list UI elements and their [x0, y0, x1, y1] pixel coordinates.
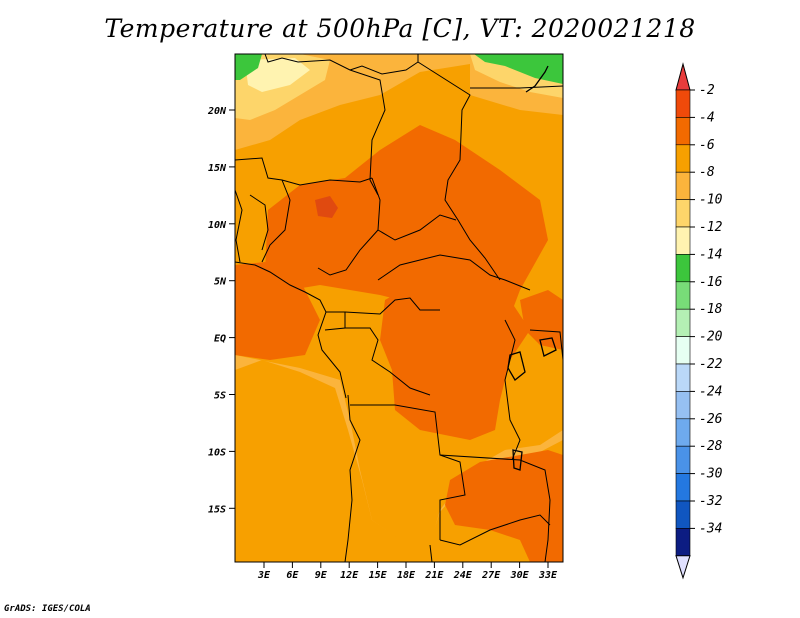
colorbar-label: -10	[699, 193, 723, 208]
lat-tick-label: EQ	[214, 334, 226, 345]
colorbar-label: -30	[699, 467, 723, 482]
lon-tick-label: 15E	[369, 570, 388, 581]
colorbar-label: -6	[699, 138, 715, 153]
field-band-minus2-lake	[520, 290, 563, 350]
lon-tick-label: 12E	[340, 570, 359, 581]
colorbar-top-arrow	[675, 62, 691, 91]
colorbar-swatch	[675, 500, 691, 529]
colorbar-label: -24	[699, 384, 722, 399]
map-frame	[234, 53, 564, 563]
colorbar-label: -20	[699, 330, 723, 345]
colorbar-swatch	[675, 363, 691, 392]
lat-tick-label: 20N	[207, 106, 227, 117]
field-band-minus2-congo	[380, 280, 530, 440]
colorbar-label: -22	[699, 357, 723, 372]
lat-tick-label: 10N	[208, 220, 227, 231]
field-band-minus2-southeast	[445, 450, 563, 562]
field-hotspot	[315, 196, 338, 218]
colorbar-label: -4	[699, 110, 715, 125]
map-title: Temperature at 500hPa [C], VT: 202002121…	[104, 14, 696, 43]
colorbar-swatch	[675, 336, 691, 365]
colorbar-swatch	[675, 391, 691, 420]
lon-tick-label: 9E	[315, 570, 328, 581]
colorbar-swatch	[675, 171, 691, 200]
field-band-minus10	[245, 58, 310, 92]
colorbar-swatch	[675, 308, 691, 337]
colorbar-swatch	[675, 144, 691, 173]
colorbar-label: -12	[699, 220, 723, 235]
colorbar-label: -26	[699, 412, 723, 427]
colorbar-label: -8	[699, 165, 715, 180]
field-band-minus2-west	[235, 262, 320, 360]
field-band-minus12-ne	[474, 54, 563, 84]
colorbar-label: -18	[699, 302, 723, 317]
colorbar-swatch	[675, 117, 691, 146]
colorbar: -2 -4 -6 -8 -10 -12 -14 -16 -18 -20 -22 -24 -26 -28 -3…	[675, 62, 723, 580]
lat-tick-label: 5S	[214, 391, 226, 402]
temperature-field	[235, 54, 563, 562]
lon-tick-label: 24E	[453, 570, 473, 581]
lon-tick-label: 33E	[538, 570, 558, 581]
colorbar-swatch	[675, 226, 691, 255]
colorbar-label: -2	[699, 83, 715, 98]
colorbar-swatch	[675, 199, 691, 228]
lon-tick-label: 30E	[510, 570, 530, 581]
country-borders	[235, 54, 563, 562]
colorbar-swatch	[675, 445, 691, 474]
lat-tick-label: 10S	[208, 447, 226, 458]
latitude-axis: 20N 15N 10N 5N EQ 5S 10S 15S	[207, 106, 235, 515]
colorbar-swatch	[675, 281, 691, 310]
credit-text: GrADS: IGES/COLA	[4, 604, 91, 614]
water-bodies	[507, 65, 557, 471]
colorbar-swatch	[675, 89, 691, 118]
lat-tick-label: 15N	[208, 163, 227, 174]
colorbar-label: -16	[699, 275, 723, 290]
lon-tick-label: 6E	[286, 570, 299, 581]
colorbar-swatch	[675, 418, 691, 447]
colorbar-label: -32	[699, 494, 723, 509]
colorbar-label: -28	[699, 439, 723, 454]
field-band-minus12-nw	[235, 54, 262, 80]
colorbar-swatch	[675, 528, 691, 557]
longitude-axis: 3E 6E 9E 12E 15E 18E 21E 24E 27E 30E 33E	[257, 562, 558, 581]
lon-tick-label: 3E	[257, 570, 271, 581]
colorbar-label: -14	[699, 247, 722, 262]
lat-tick-label: 5N	[214, 277, 227, 288]
lon-tick-label: 27E	[481, 570, 501, 581]
colorbar-label: -34	[699, 521, 722, 536]
lon-tick-label: 18E	[397, 570, 416, 581]
colorbar-swatch	[675, 254, 691, 283]
lat-tick-label: 15S	[208, 504, 226, 515]
colorbar-swatch	[675, 473, 691, 502]
colorbar-bottom-arrow	[675, 555, 691, 580]
lon-tick-label: 21E	[424, 570, 444, 581]
